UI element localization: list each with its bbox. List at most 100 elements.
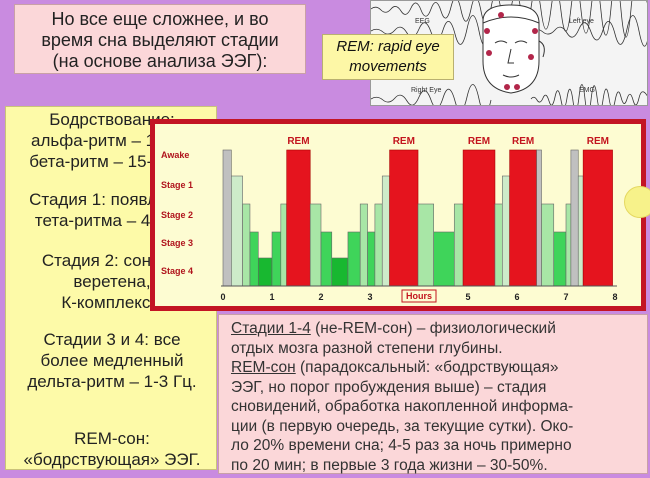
rem-term: REM-сон [231,359,296,376]
hypnogram-bar-stage2 [309,203,322,287]
rem-line-1: REM-сон: [74,429,150,448]
hypnogram-bar-stage2 [417,203,434,287]
x-axis-title-box [401,289,437,303]
hypnogram-bar-stage2 [280,203,287,287]
wake-line-1: Бодрствование: [49,110,175,129]
face-drawing [482,4,545,94]
rem-bar-label: REM [587,136,609,147]
stage34-line-3: дельта-ритм – 1-3 Гц. [27,372,197,391]
rem-bar-label: REM [287,136,309,147]
nrem-term: Стадии 1-4 [231,320,311,337]
explanation-line-2: отдых мозга разной степени глубины. [231,339,503,357]
right-eye-label: Right Eye [411,87,441,94]
hypnogram-bar-awake [222,149,232,287]
hypnogram-bar-stage2 [374,203,383,287]
hypnogram-bar-stage2 [565,203,572,287]
hypnogram-plot-area: Awake Stage 1 Stage 2 Stage 3 Stage 4 REM REM R… [155,124,641,306]
hypnogram-bar-rem [286,149,311,287]
electrode-chin-2 [514,84,520,90]
stage-label-stage1: Stage 1 [161,180,193,190]
rem-line-2: «бодрствующая» ЭЭГ. [23,450,201,469]
eeg-illustration: EEG Left eye Right Eye EMG [371,1,647,105]
explanation-line-1: Стадии 1-4 (не-REM-сон) – физиологически… [231,319,639,339]
x-tick-label: 3 [367,292,372,302]
hypnogram-bar-stage4 [257,257,273,287]
hypnogram-bar-stage3 [271,231,282,287]
hypnogram-bar-stage1 [381,175,390,287]
rem-definition-note: REM: rapid eye movements [322,34,454,80]
hypnogram-bar-stage2 [453,203,464,287]
x-tick-label: 1 [269,292,274,302]
stage2-line-3: К-комплексы [61,293,163,312]
eeg-electrode-figure: EEG Left eye Right Eye EMG [370,0,648,106]
title-line-2: время сна выделяют стадии [41,30,279,50]
hypnogram-chart: Awake Stage 1 Stage 2 Stage 3 Stage 4 REM REM R… [150,119,646,311]
left-eye-label: Left eye [569,18,594,25]
slide-title-box: Но все еще сложнее, и во время сна выдел… [14,4,306,74]
explanation-line-3: REM-сон (парадоксальный: «бодрствующая» [231,358,639,378]
x-axis-title: Hours [406,291,432,301]
hypnogram-bar-rem [462,149,496,287]
hypnogram-bar-rem [389,149,419,287]
hypnogram-bar-rem [582,149,613,287]
stage-label-stage4: Stage 4 [161,266,193,276]
stage2-line-2: веретена, [73,272,151,291]
sleep-stages-explanation: Стадии 1-4 (не-REM-сон) – физиологически… [218,314,648,474]
explanation-line-4: ЭЭГ, но порог пробуждения выше) – стадия [231,378,547,396]
hypnogram-bar-stage3 [553,231,567,287]
stage2-line-1: Стадия 2: сонные [41,251,183,270]
x-tick-label: 5 [465,292,470,302]
x-tick-label: 7 [563,292,568,302]
stage34-line-2: более медленный [40,351,184,370]
stage-label-awake: Awake [161,150,189,160]
hypnogram-bar-stage3 [347,231,361,287]
stage-label-stage3: Stage 3 [161,238,193,248]
hypnogram-svg: Awake Stage 1 Stage 2 Stage 3 Stage 4 REM REM R… [161,136,618,303]
eeg-trace-left-eye [530,15,647,47]
hypnogram-bar-awake [536,149,542,287]
electrode-left [484,28,490,34]
rem-bar-label: REM [512,136,534,147]
hypnogram-bar-stage1 [501,175,510,287]
eeg-label: EEG [415,18,430,25]
electrode-chin [504,84,510,90]
electrode-left-eye [486,50,492,56]
hypnogram-bar-stage2 [494,203,503,287]
hypnogram-bar-stage2 [242,203,251,287]
stage-label-stage2: Stage 2 [161,210,193,220]
electrode-top [498,12,504,18]
rem-bar-label: REM [393,136,415,147]
explanation-line-8: по 20 мин; в первые 3 года жизни – 30-50… [231,456,548,474]
rem-block: REM-сон: «бодрствующая» ЭЭГ. [6,428,218,470]
pointer-dot [624,186,650,218]
hypnogram-bar-awake [570,149,579,287]
x-tick-label: 0 [220,292,225,302]
x-tick-label: 6 [514,292,519,302]
hypnogram-bar-stage3 [249,231,259,287]
x-tick-label: 2 [318,292,323,302]
rem-bar-label: REM [468,136,490,147]
explanation-line-6: ции (в первую очередь, за текущие сутки)… [231,417,574,435]
eeg-trace-emg [530,84,647,105]
hypnogram-bar-stage3 [433,231,455,287]
stage34-block: Стадии 3 и 4: все более медленный дельта… [6,329,218,392]
hypnogram-bar-stage1 [577,175,584,287]
title-line-3: (на основе анализа ЭЭГ): [52,51,268,71]
hypnogram-bar-stage3 [320,231,333,287]
hypnogram-bar-stage2 [541,203,555,287]
explanation-line-5: сновидений, обработка накопленной информ… [231,398,574,415]
title-line-1: Но все еще сложнее, и во [51,9,269,29]
explanation-line-3-rest: (парадоксальный: «бодрствующая» [295,359,559,376]
hypnogram-bar-stage3 [367,231,376,287]
stage34-line-1: Стадии 3 и 4: все [43,330,181,349]
eeg-trace-right-eye [371,84,492,105]
hypnogram-bar-stage4 [331,257,349,287]
explanation-line-1-rest: (не-REM-сон) – физиологический [310,320,556,337]
rem-note-line-1: REM: rapid eye [336,38,440,55]
electrode-right [532,28,538,34]
electrode-right-eye [528,54,534,60]
hypnogram-bar-stage1 [231,175,243,287]
hypnogram-bar-stage2 [359,203,368,287]
x-tick-label: 8 [612,292,617,302]
stage2-block: Стадия 2: сонные веретена, К-комплексы [6,250,218,313]
